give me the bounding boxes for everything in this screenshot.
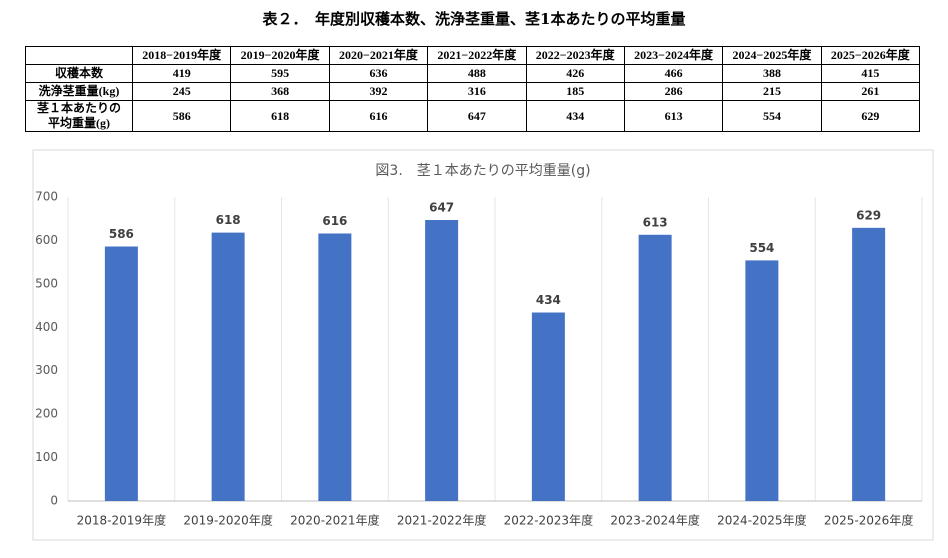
x-tick-label: 2021-2022年度 [397, 513, 486, 528]
data-label: 618 [216, 213, 241, 227]
data-label: 554 [749, 241, 774, 255]
chart-title: 図3. 茎１本あたりの平均重量(g) [375, 163, 590, 179]
cell: 613 [623, 100, 724, 132]
y-tick-label: 100 [35, 450, 58, 464]
cell: 261 [820, 82, 921, 101]
y-tick-label: 600 [35, 233, 58, 247]
data-label: 613 [643, 215, 668, 229]
cell: 647 [427, 100, 527, 132]
header-cell: 2021−2022年度 [427, 46, 527, 65]
y-tick-label: 300 [35, 363, 58, 377]
row-label-line: 茎１本あたりの [36, 101, 121, 115]
cell: 245 [131, 82, 232, 101]
data-label: 434 [536, 293, 561, 307]
x-tick-label: 2022-2023年度 [504, 513, 593, 528]
y-tick-label: 700 [35, 190, 58, 204]
cell: 434 [525, 100, 625, 132]
y-tick-label: 0 [50, 494, 58, 508]
data-label: 586 [109, 227, 134, 241]
bar [531, 312, 565, 501]
x-tick-label: 2020-2021年度 [290, 513, 379, 528]
table-row: 洗浄茎重量(kg) 245 368 392 316 185 286 215 261 [25, 82, 921, 101]
cell: 618 [230, 100, 330, 132]
table-row: 茎１本あたりの 平均重量(g) 586 618 616 647 434 613 554 629 [25, 100, 921, 132]
cell: 616 [328, 100, 429, 132]
cell: 586 [131, 100, 232, 132]
cell: 415 [820, 64, 921, 83]
row-label: 収穫本数 [25, 64, 133, 83]
x-tick-label: 2025-2026年度 [824, 513, 913, 528]
header-cell: 2025−2026年度 [820, 46, 921, 65]
data-label: 647 [429, 201, 454, 215]
y-tick-label: 200 [35, 407, 58, 421]
x-tick-label: 2023-2024年度 [610, 513, 699, 528]
row-label-line: 平均重量(g) [48, 116, 110, 130]
cell: 466 [623, 64, 724, 83]
x-tick-label: 2019-2020年度 [183, 513, 272, 528]
cell: 388 [722, 64, 822, 83]
data-label: 616 [322, 214, 347, 228]
bar [638, 234, 672, 502]
bar [852, 227, 886, 501]
data-label: 629 [856, 208, 881, 222]
bar [104, 246, 138, 501]
data-table: 2018−2019年度 2019−2020年度 2020−2021年度 2021−20… [25, 46, 921, 132]
y-tick-label: 500 [35, 276, 58, 290]
bar [318, 233, 352, 502]
header-cell: 2022−2023年度 [525, 46, 625, 65]
row-label: 茎１本あたりの 平均重量(g) [25, 100, 133, 132]
x-tick-label: 2018-2019年度 [77, 513, 166, 528]
row-label-line: 収穫本数 [54, 66, 103, 80]
document-title: 表２． 年度別収穫本数、洗浄茎重量、茎1本あたりの平均重量 [262, 10, 686, 28]
cell: 636 [328, 64, 429, 83]
bar [211, 232, 245, 501]
x-tick-label: 2024-2025年度 [717, 513, 806, 528]
bar [425, 220, 459, 501]
header-row: 2018−2019年度 2019−2020年度 2020−2021年度 2021−20… [25, 46, 921, 65]
y-tick-label: 400 [35, 320, 58, 334]
row-label-line: 洗浄茎重量(kg) [38, 84, 120, 98]
cell: 629 [820, 100, 921, 132]
table-row: 収穫本数 419 595 636 488 426 466 388 415 [25, 64, 921, 83]
bar [745, 260, 779, 501]
cell: 554 [722, 100, 822, 132]
chart-frame [32, 149, 934, 541]
